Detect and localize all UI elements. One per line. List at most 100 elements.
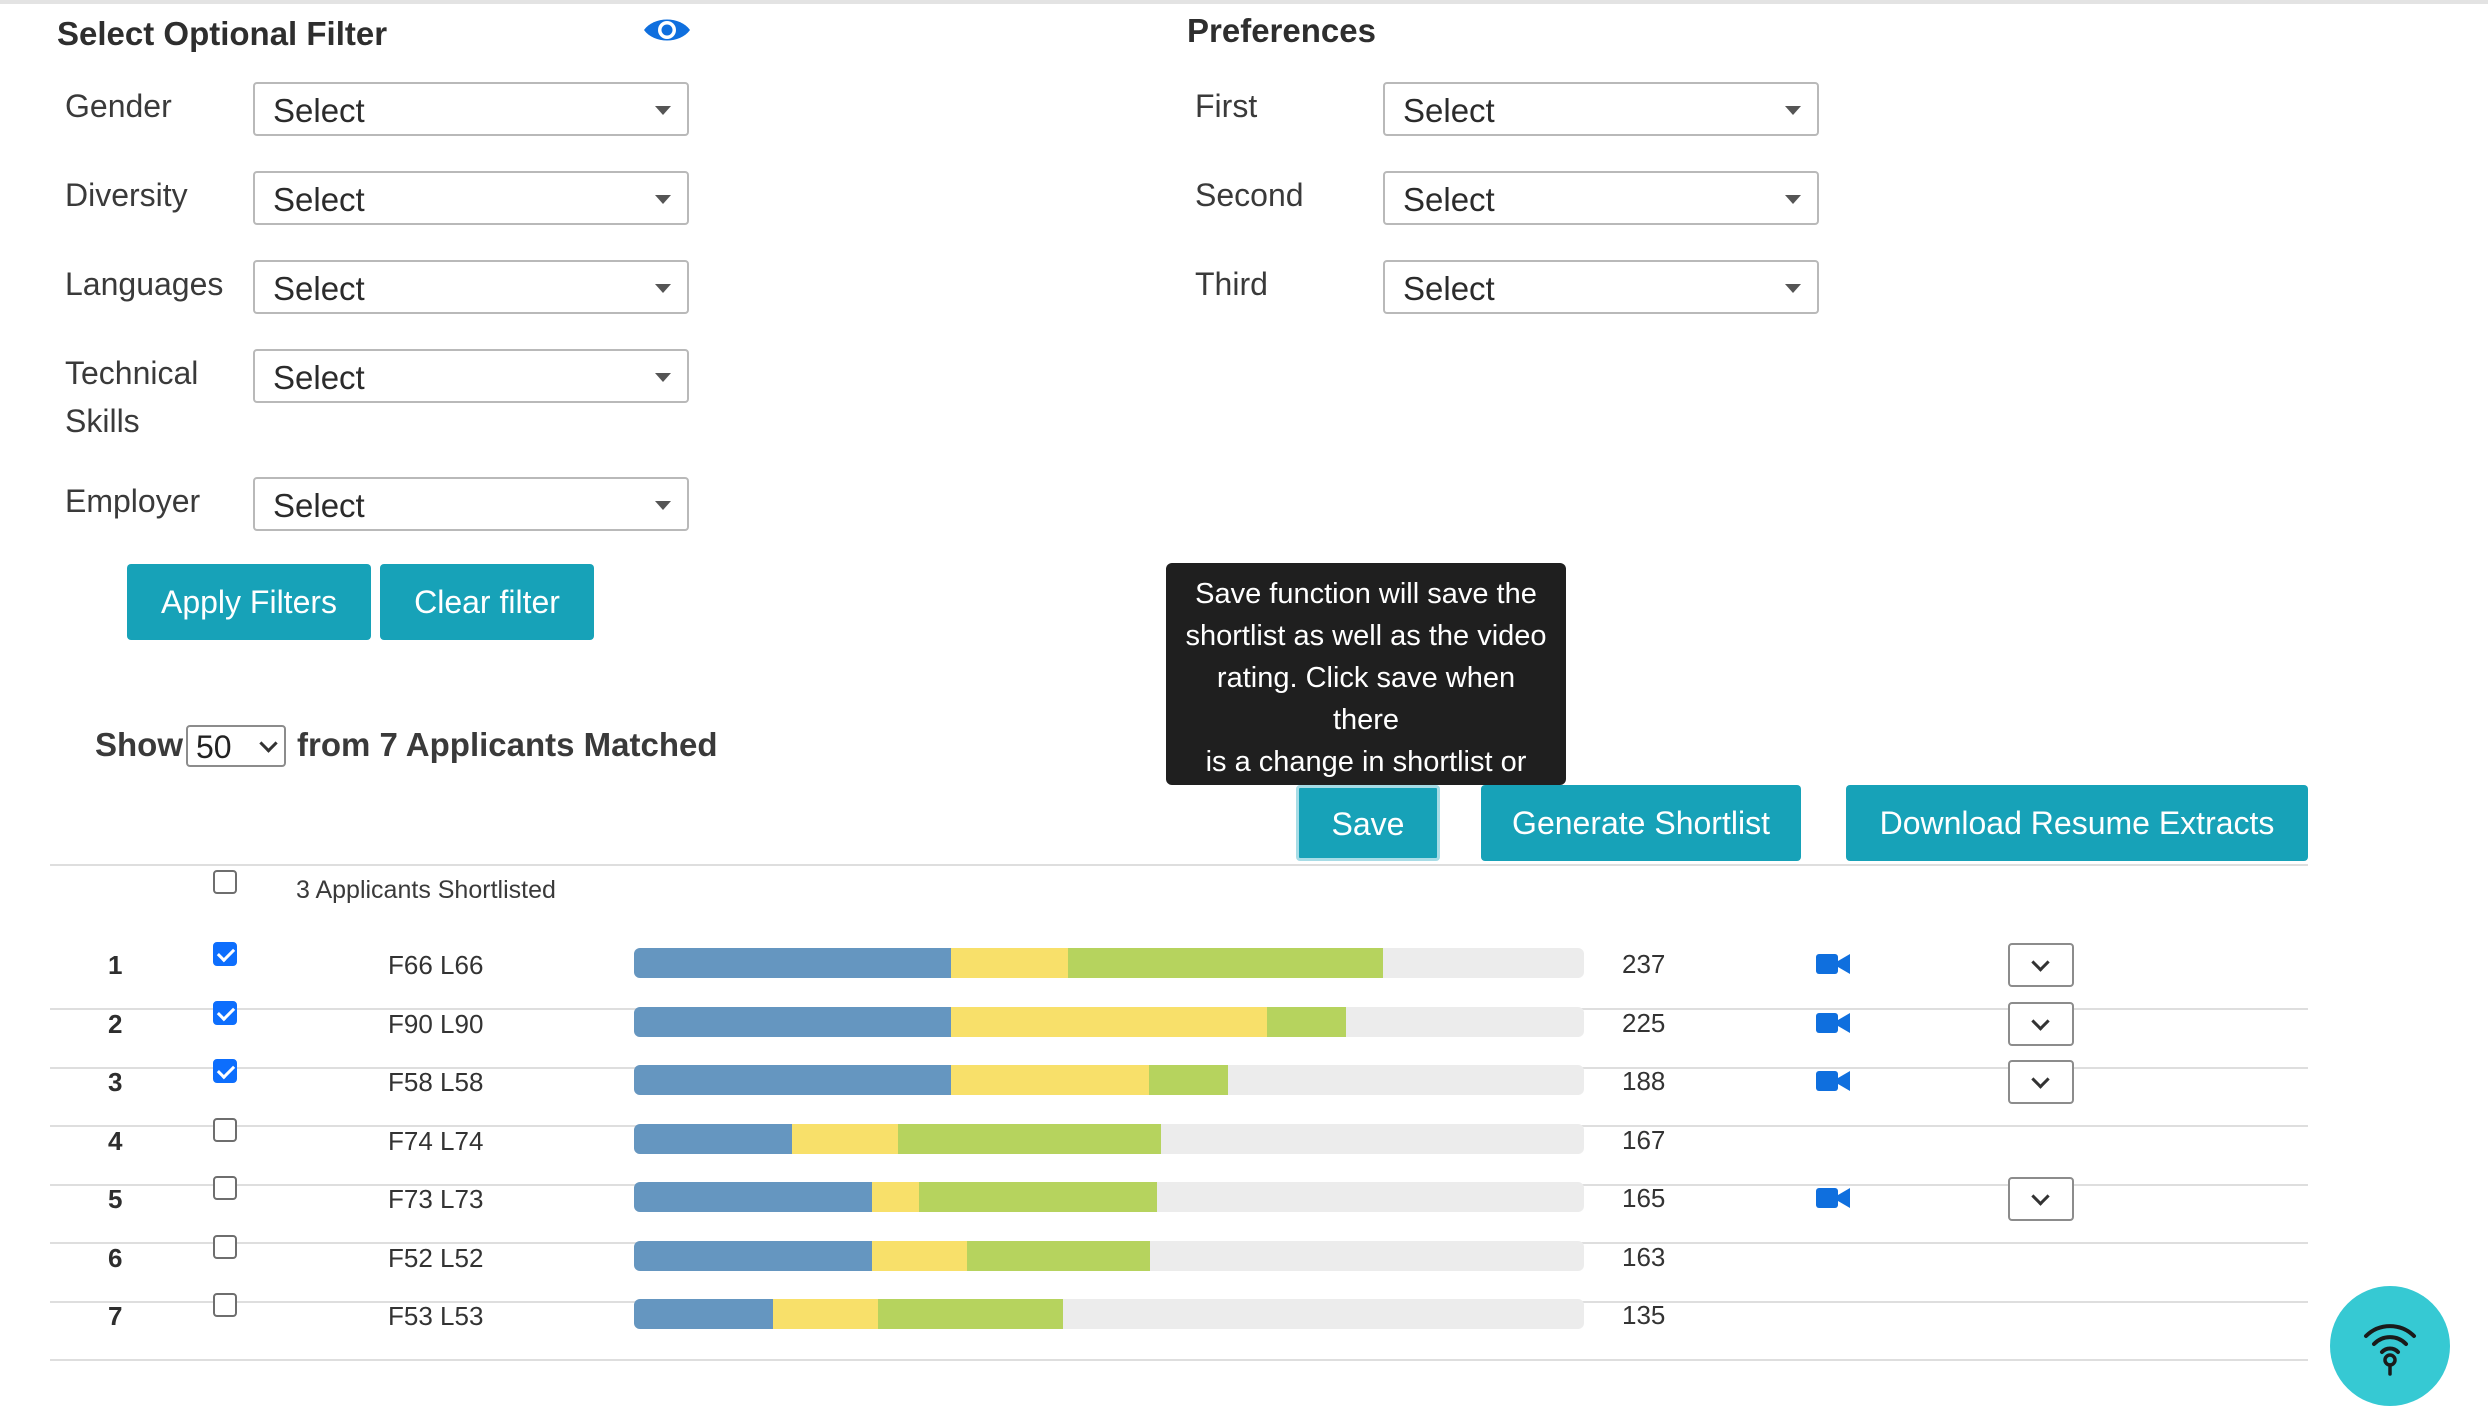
row-number: 7 [108,1301,123,1331]
tooltip-line: rating. Click save when there [1216,662,1516,736]
score-bar [634,1006,1584,1037]
applicant-name: F90 L90 [388,1008,484,1039]
download-resume-extracts-button[interactable]: Download Resume Extracts [1846,785,2308,861]
shortlist-checkbox[interactable] [213,1059,237,1083]
employer-select-value: Select [273,487,365,524]
applicant-score: 135 [1622,1300,1666,1330]
languages-select[interactable]: Select [253,260,689,314]
select-all-checkbox[interactable] [213,870,237,894]
score-bar-segment [871,1182,919,1212]
third-preference-select[interactable]: Select [1383,260,1819,314]
save-button[interactable]: Save [1296,785,1440,861]
score-bar-segment [950,1006,1268,1037]
floating-help-button[interactable] [2330,1286,2450,1406]
video-camera-icon[interactable] [1816,1187,1850,1209]
score-bar-segment [919,1182,1157,1212]
apply-filters-button[interactable]: Apply Filters [127,564,371,640]
second-preference-select[interactable]: Select [1383,171,1819,225]
employer-label: Employer [65,483,201,519]
row-number: 2 [108,1008,123,1039]
wifi-location-icon [2364,1324,2416,1376]
tooltip-line: Save function will save the [1195,578,1537,610]
filter-title: Select Optional Filter [57,15,388,52]
score-bar [634,1065,1584,1095]
save-tooltip: Save function will save the shortlist as… [1166,563,1566,820]
applicant-name: F73 L73 [388,1184,484,1214]
score-bar-segment [871,1240,967,1271]
technical-skills-label: Technical Skills [65,349,198,445]
video-rating-select[interactable] [2008,1177,2074,1221]
applicant-score: 225 [1622,1007,1666,1038]
technical-skills-select[interactable]: Select [253,349,689,403]
chevron-down-icon [2031,1070,2050,1089]
row-number: 6 [108,1242,123,1273]
row-number: 3 [108,1067,123,1097]
diversity-label: Diversity [65,177,188,213]
diversity-select[interactable]: Select [253,171,689,225]
first-preference-select[interactable]: Select [1383,82,1819,136]
shortlisted-count-text: 3 Applicants Shortlisted [296,876,556,904]
gender-label: Gender [65,88,172,124]
score-bar [634,948,1584,978]
gender-select[interactable]: Select [253,82,689,136]
score-bar-segment [634,1182,872,1212]
row-divider [50,1359,2308,1361]
third-preference-value: Select [1403,270,1495,307]
applicant-name: F52 L52 [388,1242,484,1273]
employer-select[interactable]: Select [253,477,689,531]
shortlist-checkbox[interactable] [213,1000,237,1025]
first-preference-label: First [1195,88,1258,124]
clear-filter-button[interactable]: Clear filter [380,564,594,640]
score-bar [634,1240,1584,1271]
technical-skills-select-value: Select [273,359,365,396]
score-bar-segment [950,1065,1149,1095]
technical-skills-label-line1: Technical [65,355,199,391]
applicant-name: F74 L74 [388,1125,484,1156]
page-size-select[interactable]: 50 [186,725,286,767]
shortlist-checkbox[interactable] [213,942,237,966]
generate-shortlist-button[interactable]: Generate Shortlist [1481,785,1801,861]
shortlist-checkbox[interactable] [213,1176,237,1200]
matched-count-text: from 7 Applicants Matched [297,726,718,763]
shortlist-checkbox[interactable] [213,1293,237,1317]
video-rating-select[interactable] [2008,1001,2074,1046]
eye-icon[interactable] [642,14,692,46]
applicant-score: 165 [1622,1183,1666,1213]
table-divider [50,864,2308,866]
shortlist-checkbox[interactable] [213,1234,237,1259]
score-bar-segment [1267,1006,1347,1037]
score-bar-segment [877,1299,1064,1329]
chevron-down-icon [2031,953,2050,972]
video-camera-icon[interactable] [1816,1012,1850,1034]
third-preference-label: Third [1195,266,1268,302]
row-number: 4 [108,1125,123,1156]
score-bar-segment [950,948,1068,978]
second-preference-value: Select [1403,181,1495,218]
applicant-name: F53 L53 [388,1301,484,1331]
video-rating-select[interactable] [2008,1060,2074,1104]
applicant-score: 237 [1622,949,1666,979]
applicant-score: 163 [1622,1241,1666,1272]
video-camera-icon[interactable] [1816,953,1850,975]
score-bar-segment [634,1006,951,1037]
shortlist-checkbox[interactable] [213,1117,237,1142]
applicant-name: F58 L58 [388,1067,484,1097]
chevron-down-icon [2031,1187,2050,1206]
score-bar [634,1299,1584,1329]
languages-select-value: Select [273,270,365,307]
score-bar-segment [966,1240,1151,1271]
score-bar-segment [634,948,951,978]
applicant-score: 167 [1622,1124,1666,1155]
tooltip-line: shortlist as well as the video [1185,620,1547,652]
second-preference-label: Second [1195,177,1304,213]
applicant-score: 188 [1622,1066,1666,1096]
video-camera-icon[interactable] [1816,1070,1850,1092]
score-bar-segment [634,1065,951,1095]
score-bar-segment [634,1299,774,1329]
score-bar-segment [1148,1065,1228,1095]
score-bar [634,1182,1584,1212]
applicant-name: F66 L66 [388,950,484,980]
video-rating-select[interactable] [2008,943,2074,987]
page-size-value: 50 [196,729,232,765]
preferences-title: Preferences [1187,12,1376,49]
